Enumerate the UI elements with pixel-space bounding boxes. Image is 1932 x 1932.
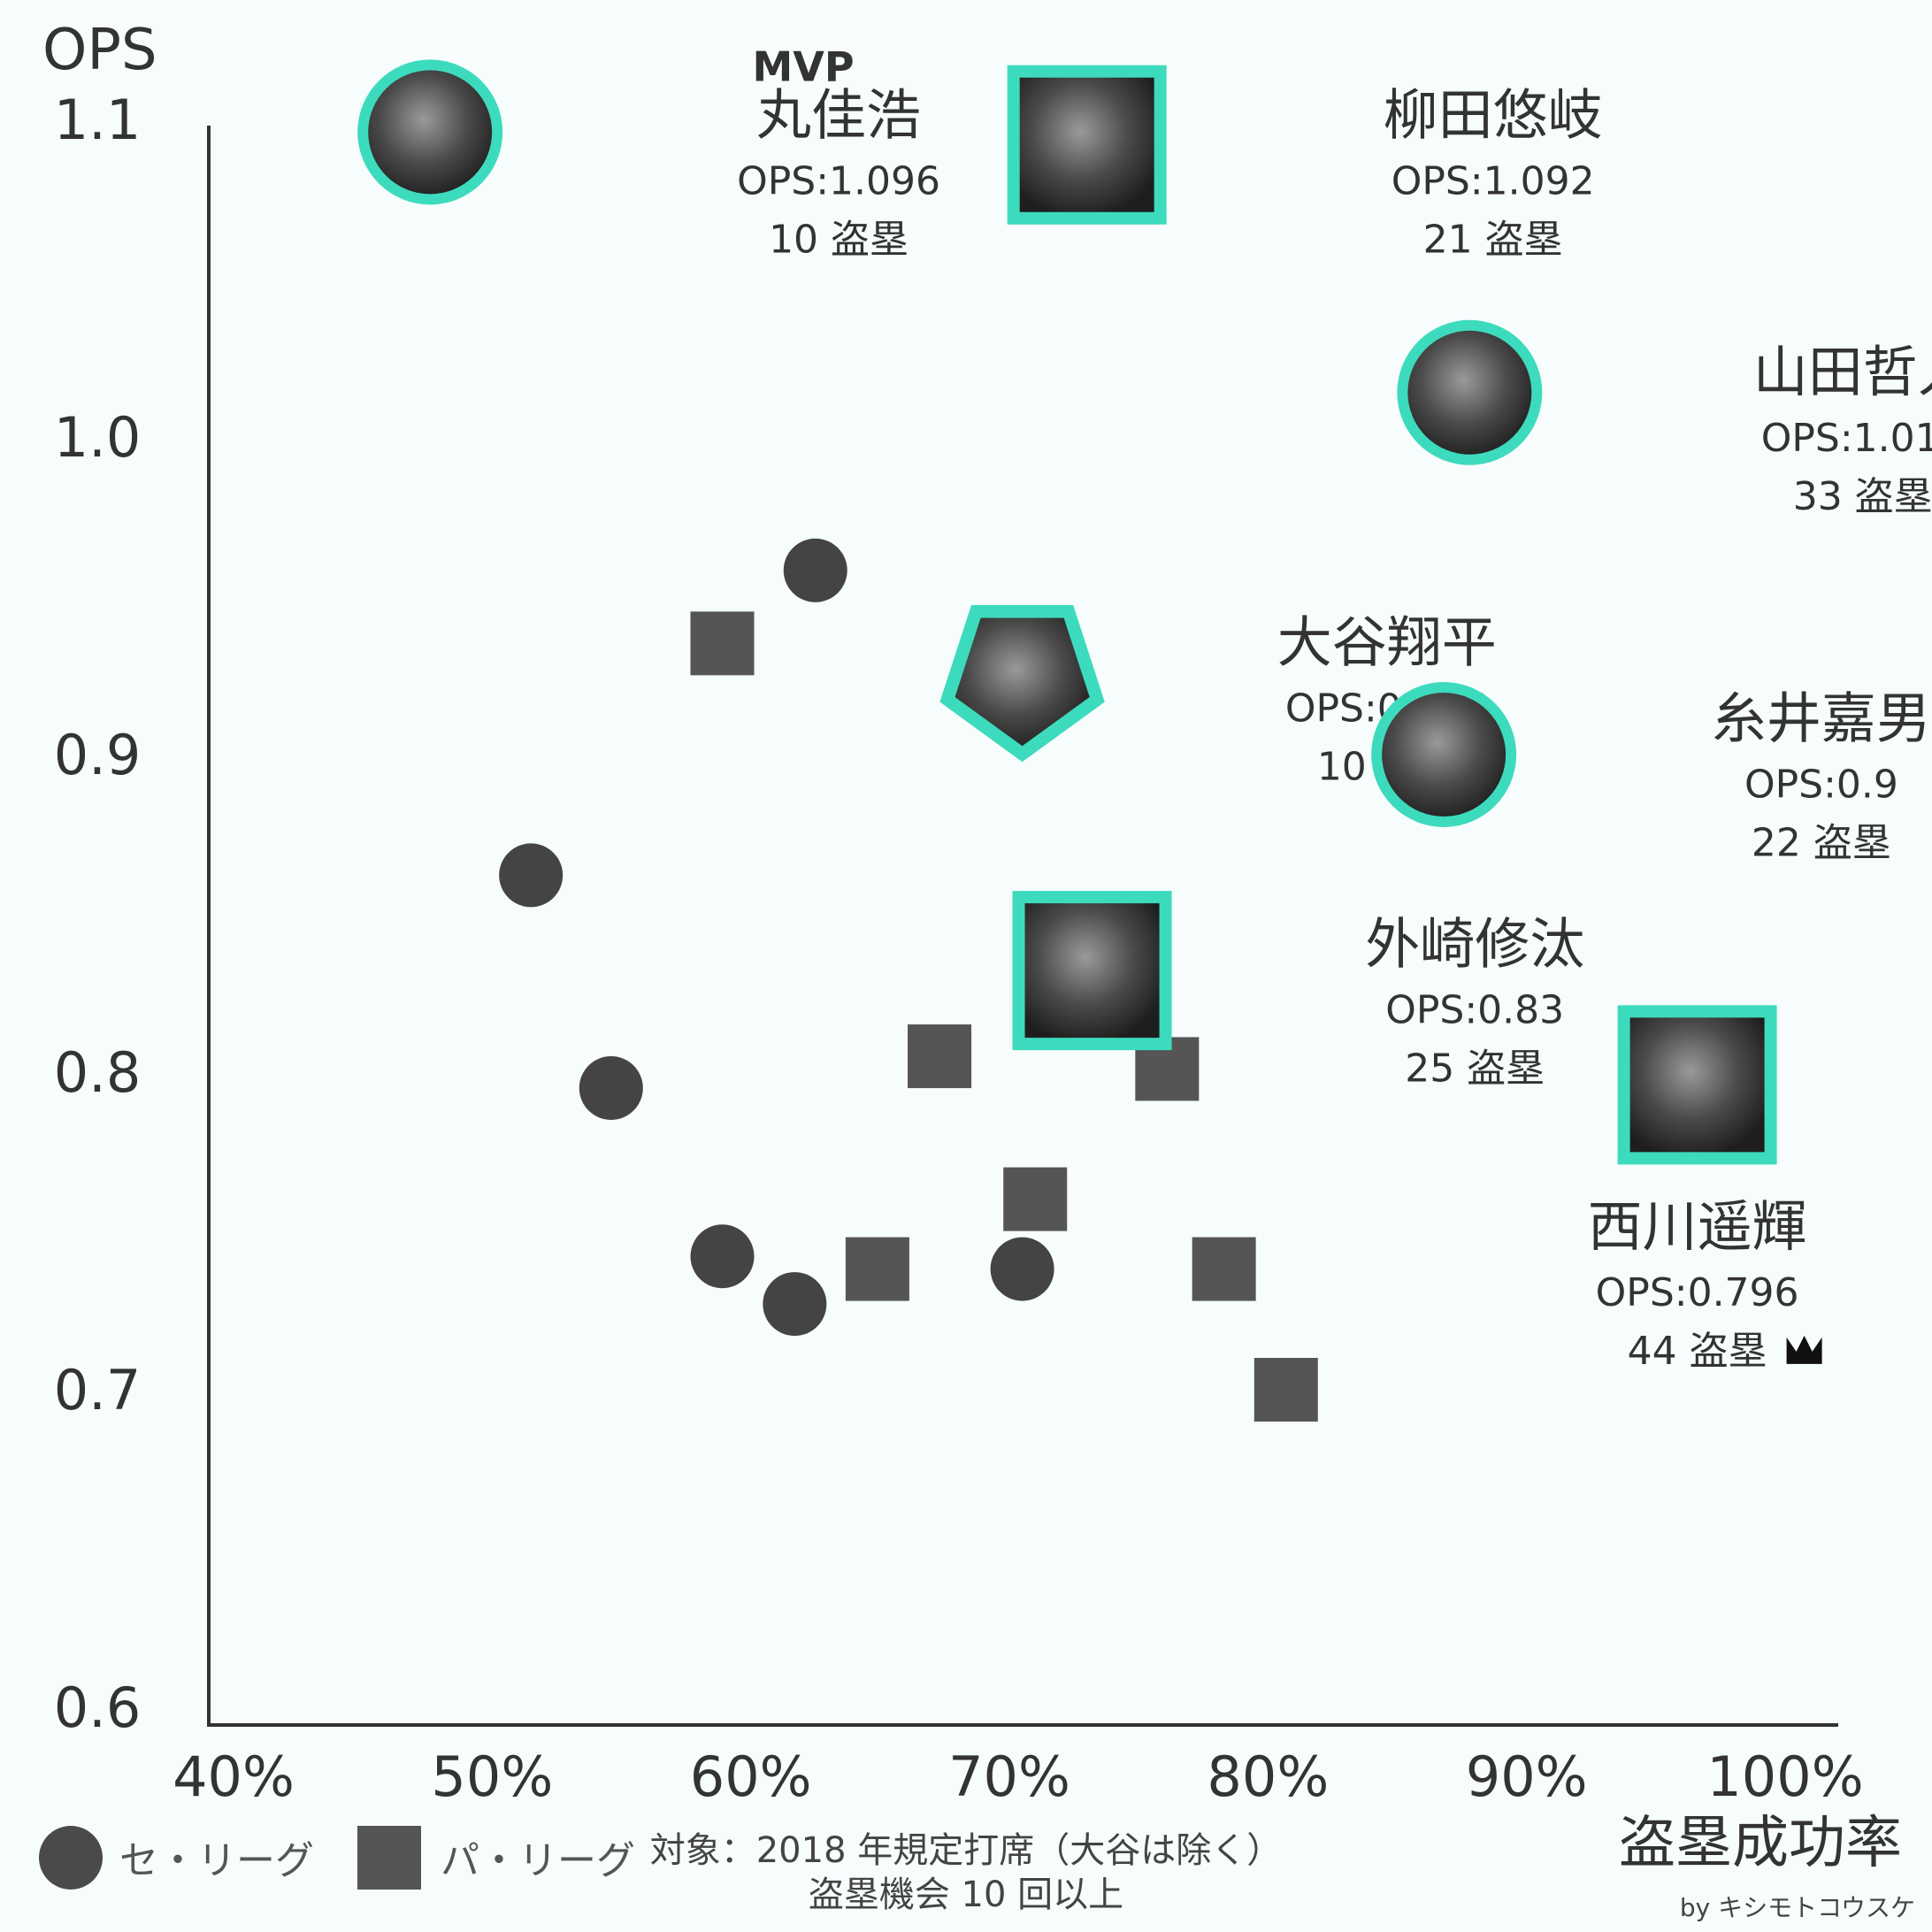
x-tick-label-1: 50%	[431, 1744, 553, 1809]
point-central-5	[990, 1237, 1054, 1301]
crown-icon	[1786, 1335, 1822, 1364]
y-tick-label-0: 1.1	[54, 88, 142, 152]
x-tick-label-3: 70%	[948, 1744, 1070, 1809]
player-ops: OPS:0.9	[1744, 763, 1898, 808]
legend-circle-marker	[39, 1826, 103, 1890]
x-tick-label-6: 100%	[1706, 1744, 1863, 1809]
point-central-2	[579, 1055, 643, 1120]
mvp-badge: MVP	[753, 42, 855, 90]
player-photo	[1407, 330, 1532, 455]
legend-square-marker	[357, 1826, 421, 1890]
y-axis-title: OPS	[42, 18, 157, 83]
player-ops: OPS:1.014	[1761, 416, 1932, 461]
player-name: 柳田悠岐	[1384, 82, 1603, 147]
player-ops: OPS:0.83	[1385, 987, 1564, 1032]
player-name: 大谷翔平	[1277, 610, 1497, 674]
player-photo	[1382, 693, 1506, 816]
point-pacific-6	[1254, 1358, 1318, 1422]
note-line-1: 対象：2018 年規定打席（大谷は除く）	[650, 1830, 1283, 1871]
player-name: 西川遥輝	[1588, 1194, 1807, 1259]
player-photo	[1024, 903, 1160, 1039]
y-tick-label-1: 1.0	[54, 405, 142, 470]
player-steals: 10 盗塁	[769, 217, 908, 262]
player-name: 丸佳浩	[756, 82, 921, 147]
point-central-4	[763, 1272, 827, 1337]
point-central-1	[499, 843, 564, 908]
highlight-player-1: 柳田悠岐 OPS:1.092 21 盗塁	[1007, 65, 1603, 262]
y-tick-label-5: 0.6	[54, 1675, 142, 1740]
y-tick-label-3: 0.8	[54, 1040, 142, 1105]
legend-label-central: セ・リーグ	[119, 1838, 314, 1883]
point-pacific-0	[690, 611, 755, 676]
point-pacific-4	[1003, 1167, 1068, 1231]
highlight-player-2: 山田哲人 OPS:1.014 33 盗塁	[1397, 319, 1932, 519]
player-photo	[1629, 1017, 1765, 1153]
point-pacific-3	[845, 1237, 909, 1301]
x-tick-label-5: 90%	[1466, 1744, 1588, 1809]
player-photo	[1019, 77, 1154, 212]
player-steals: 33 盗塁	[1793, 474, 1932, 519]
legend: セ・リーグ パ・リーグ	[39, 1826, 635, 1890]
point-central-3	[690, 1224, 755, 1289]
x-tick-label-4: 80%	[1207, 1744, 1329, 1809]
y-tick-label-4: 0.7	[54, 1358, 142, 1422]
player-photo	[368, 70, 493, 195]
point-pacific-5	[1192, 1237, 1256, 1301]
player-ops: OPS:0.796	[1596, 1270, 1799, 1315]
point-pacific-1	[908, 1024, 972, 1089]
player-ops: OPS:1.096	[737, 158, 940, 203]
highlight-player-4: 糸井嘉男 OPS:0.9 22 盗塁	[1371, 682, 1931, 866]
axes	[207, 126, 1838, 1727]
player-ops: OPS:1.092	[1392, 158, 1595, 203]
highlight-player-6: 西川遥輝 OPS:0.796 44 盗塁	[1588, 1005, 1822, 1374]
credit: by キシモトコウスケ	[1680, 1893, 1915, 1922]
player-photo	[954, 617, 1090, 747]
y-tick-label-2: 0.9	[54, 723, 142, 787]
x-tick-label-2: 60%	[690, 1744, 812, 1809]
player-steals: 21 盗塁	[1423, 217, 1563, 262]
player-steals: 22 盗塁	[1752, 821, 1891, 866]
player-name: 糸井嘉男	[1712, 686, 1931, 751]
x-tick-labels: 40% 50% 60% 70% 80% 90% 100%	[172, 1744, 1864, 1809]
player-steals: 25 盗塁	[1405, 1046, 1545, 1091]
x-tick-label-0: 40%	[172, 1744, 295, 1809]
x-axis-title: 盗塁成功率	[1619, 1811, 1902, 1876]
point-central-0	[783, 538, 847, 602]
player-name: 山田哲人	[1753, 340, 1932, 404]
note-line-2: 盗塁機会 10 回以上	[809, 1874, 1123, 1915]
highlight-player-5: 外崎修汰 OPS:0.83 25 盗塁	[1012, 891, 1584, 1091]
data-points	[499, 538, 1318, 1422]
player-steals: 44 盗塁	[1628, 1329, 1767, 1374]
legend-label-pacific: パ・リーグ	[441, 1838, 635, 1883]
y-tick-labels: 1.1 1.0 0.9 0.8 0.7 0.6	[54, 88, 142, 1740]
player-name: 外崎修汰	[1365, 911, 1584, 976]
